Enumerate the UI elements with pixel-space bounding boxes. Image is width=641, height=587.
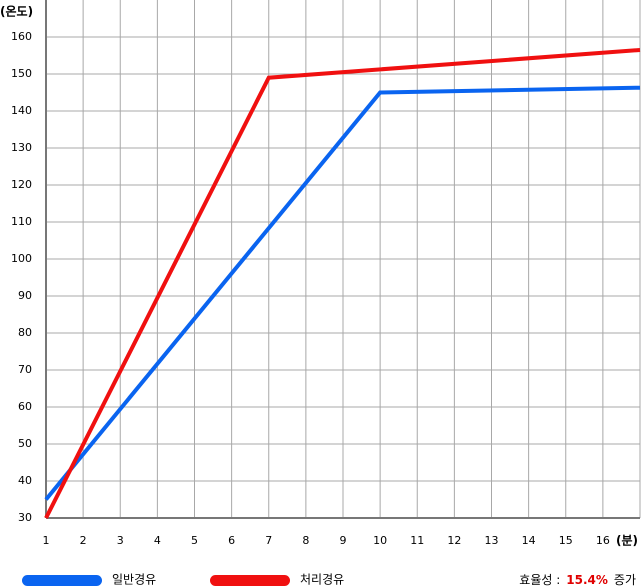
y-tick-label: 130 — [11, 141, 32, 154]
series-line — [44, 85, 641, 501]
y-tick-label: 160 — [11, 30, 32, 43]
annotation-value: 15.4% — [566, 573, 608, 587]
y-tick-label: 70 — [18, 363, 32, 376]
legend-label: 처리경유 — [300, 573, 344, 587]
x-tick-label: 1 — [43, 534, 50, 547]
x-tick-label: 13 — [485, 534, 499, 547]
x-axis-label: (분) — [616, 534, 638, 548]
y-tick-label: 80 — [18, 326, 32, 339]
x-tick-label: 4 — [154, 534, 161, 547]
legend-swatch — [22, 575, 102, 586]
y-tick-label: 140 — [11, 104, 32, 117]
legend-swatch — [210, 575, 290, 586]
x-tick-label: 14 — [522, 534, 536, 547]
y-tick-label: 120 — [11, 178, 32, 191]
x-tick-label: 8 — [302, 534, 309, 547]
y-tick-label: 50 — [18, 437, 32, 450]
y-tick-label: 110 — [11, 215, 32, 228]
x-tick-label: 12 — [447, 534, 461, 547]
x-tick-label: 7 — [265, 534, 272, 547]
x-tick-label: 3 — [117, 534, 124, 547]
x-tick-label: 6 — [228, 534, 235, 547]
x-tick-label: 11 — [410, 534, 424, 547]
annotation-suffix: 증가 — [614, 573, 636, 587]
x-tick-label: 9 — [340, 534, 347, 547]
y-tick-label: 150 — [11, 67, 32, 80]
x-tick-label: 15 — [559, 534, 573, 547]
x-tick-label: 2 — [80, 534, 87, 547]
y-tick-label: 40 — [18, 474, 32, 487]
annotation-label: 효율성 : — [519, 573, 560, 587]
x-tick-label: 10 — [373, 534, 387, 547]
series-line — [44, 47, 641, 519]
y-tick-label: 60 — [18, 400, 32, 413]
x-tick-label: 5 — [191, 534, 198, 547]
y-axis-label: (온도) — [0, 4, 33, 19]
legend-label: 일반경유 — [112, 573, 156, 587]
x-tick-label: 16 — [596, 534, 610, 547]
y-tick-label: 100 — [11, 252, 32, 265]
annotation: 효율성 : 15.4% 증가 — [519, 573, 636, 587]
y-tick-label: 90 — [18, 289, 32, 302]
y-tick-label: 30 — [18, 511, 32, 524]
